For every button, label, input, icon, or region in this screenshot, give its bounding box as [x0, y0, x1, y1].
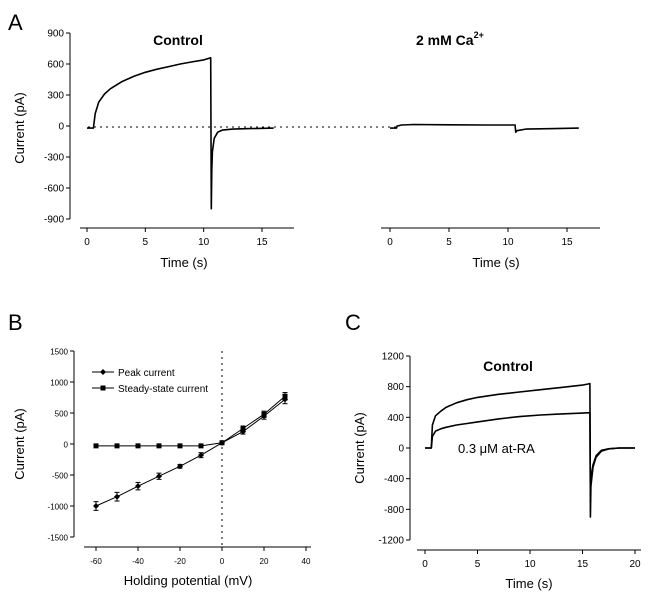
panel-b-ylabel: Current (pA) [12, 408, 27, 480]
panel-a-right-x-tick-label: 0 [387, 237, 393, 248]
panel-a-ca-trace [390, 123, 579, 133]
panel-c-atra-trace [425, 411, 635, 503]
panel-c-letter: C [345, 310, 361, 335]
panel-b-steady-point [135, 443, 141, 449]
panel-a-right-x-tick-label: 15 [561, 237, 573, 248]
panel-b-legend: Peak current Steady-state current [92, 368, 208, 395]
legend-steady-label: Steady-state current [118, 384, 208, 395]
panel-a: A Current (pA) Control 2 mM Ca2+ 900 600 3… [8, 10, 600, 270]
panel-b-y-tick-label: 500 [55, 410, 69, 419]
panel-b-x-tick-label: 20 [260, 557, 269, 566]
panel-a-y-tick-label: -300 [44, 153, 64, 164]
panel-b-peak-point [177, 463, 183, 470]
panel-b-steady-point [198, 443, 204, 449]
panel-a-control-trace [87, 56, 274, 210]
panel-c-y-tick-label: 1200 [382, 352, 405, 363]
panel-c-y-tick-label: -800 [384, 505, 404, 516]
panel-a-y-tick-label: 600 [47, 60, 64, 71]
panel-c-y-tick-label: 0 [398, 444, 404, 455]
panel-b-y-tick-label: 1000 [50, 379, 68, 388]
panel-c-atra-label: 0.3 μM at-RA [458, 441, 535, 456]
panel-a-y-tick-label: 300 [47, 91, 64, 102]
panel-c-x-tick-label: 20 [629, 559, 641, 570]
panel-b-letter: B [8, 310, 23, 335]
panel-a-left-x-tick-label: 15 [256, 237, 268, 248]
panel-b-x-tick-label: -40 [132, 557, 144, 566]
panel-b-x-tick-label: 0 [220, 557, 225, 566]
panel-b-peak-point [198, 452, 204, 459]
panel-c-x-tick-label: 15 [577, 559, 589, 570]
panel-b-steady-line [96, 395, 286, 447]
panel-b-peak-point [114, 493, 120, 500]
panel-c-control-label: Control [483, 358, 533, 374]
panel-c-x-ticks: 0 5 10 15 20 [422, 550, 641, 570]
legend-peak-label: Peak current [118, 368, 175, 379]
panel-b-steady-point [93, 443, 99, 449]
panel-c-y-tick-label: 400 [387, 413, 404, 424]
panel-a-right-x-tick-label: 5 [446, 237, 452, 248]
panel-a-y-tick-label: -900 [44, 215, 64, 226]
panel-a-right-x-ticks: 0 5 10 15 [387, 228, 573, 248]
panel-a-y-tick-label: 900 [47, 29, 64, 40]
panel-b-steady-point [261, 411, 267, 417]
panel-c-x-tick-label: 0 [422, 559, 428, 570]
panel-b-y-tick-label: -500 [52, 472, 69, 481]
panel-a-y-tick-label: 0 [58, 122, 64, 133]
panel-a-left-x-tick-label: 5 [143, 237, 149, 248]
panel-a-y-tick-label: -600 [44, 184, 64, 195]
panel-b-steady-point [114, 443, 120, 449]
legend-steady-marker [100, 385, 106, 391]
panel-b: B Current (pA) 1500 1000 500 0 -500 -1000 -150… [8, 310, 311, 588]
panel-c-x-tick-label: 5 [475, 559, 481, 570]
panel-b-x-ticks: -60 -40 -20 0 20 40 [90, 547, 311, 566]
panel-c: C Current (pA) Control 0.3 μM at-RA 1200… [345, 310, 641, 591]
panel-c-xlabel: Time (s) [505, 576, 552, 591]
panel-c-ylabel: Current (pA) [352, 412, 367, 484]
panel-b-y-tick-label: 0 [64, 441, 69, 450]
panel-c-y-tick-label: -400 [384, 474, 404, 485]
panel-b-steady-point [282, 393, 288, 399]
panel-b-x-tick-label: -60 [90, 557, 102, 566]
panel-c-control-trace [425, 382, 635, 518]
panel-b-x-tick-label: -20 [174, 557, 186, 566]
panel-b-y-tick-label: 1500 [50, 348, 68, 357]
panel-a-control-label: Control [153, 32, 203, 48]
panel-a-left-xlabel: Time (s) [160, 255, 207, 270]
legend-peak-marker [100, 369, 106, 375]
panel-b-y-ticks: 1500 1000 500 0 -500 -1000 -1500 [48, 348, 74, 543]
panel-b-peak-point [156, 473, 162, 480]
panel-c-y-tick-label: -1200 [378, 536, 404, 547]
panel-b-peak-point [93, 503, 99, 509]
panel-b-y-tick-label: -1500 [48, 534, 69, 543]
panel-a-right-x-tick-label: 10 [502, 237, 514, 248]
panel-a-left-x-tick-label: 0 [84, 237, 90, 248]
panel-c-x-tick-label: 10 [524, 559, 536, 570]
panel-a-ca-text: 2 mM Ca [416, 32, 474, 48]
panel-c-y-ticks: 1200 800 400 0 -400 -800 -1200 [378, 352, 410, 547]
panel-a-letter: A [8, 10, 23, 35]
panel-a-left-x-tick-label: 10 [198, 237, 210, 248]
panel-b-steady-point [219, 440, 225, 446]
panel-a-ca-superscript: 2+ [474, 30, 484, 40]
panel-b-x-tick-label: 40 [302, 557, 311, 566]
panel-b-steady-point [240, 426, 246, 431]
panel-a-y-ticks: 900 600 300 0 -300 -600 -900 [44, 29, 70, 226]
panel-b-peak-line [95, 399, 286, 507]
panel-b-plot [93, 392, 288, 511]
panel-b-y-tick-label: -1000 [48, 503, 69, 512]
panel-a-ca-label: 2 mM Ca2+ [416, 30, 484, 48]
panel-a-left-x-ticks: 0 5 10 15 [84, 228, 268, 248]
panel-b-peak-point [135, 483, 141, 490]
panel-c-y-tick-label: 800 [387, 382, 404, 393]
panel-a-right-xlabel: Time (s) [472, 255, 519, 270]
panel-b-steady-point [177, 443, 183, 449]
panel-a-ylabel: Current (pA) [12, 92, 27, 164]
panel-b-steady-point [156, 443, 162, 449]
panel-b-xlabel: Holding potential (mV) [124, 573, 253, 588]
